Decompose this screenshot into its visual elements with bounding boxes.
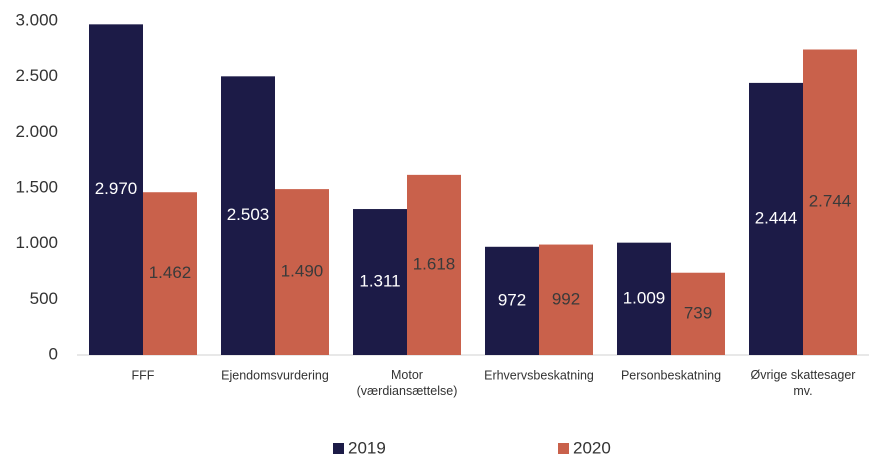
- data-label: 972: [498, 290, 526, 309]
- bar: [671, 272, 725, 355]
- bar: [221, 76, 275, 355]
- data-label: 992: [552, 289, 580, 308]
- data-label: 2.970: [95, 179, 138, 198]
- y-tick-label: 0: [49, 344, 58, 363]
- bar: [803, 49, 857, 355]
- y-tick-label: 2.500: [15, 66, 58, 85]
- bar: [407, 174, 461, 355]
- data-label: 2.444: [755, 208, 798, 227]
- data-label: 1.311: [359, 272, 400, 291]
- x-tick-label: Øvrige skattesager mv.: [751, 368, 856, 398]
- y-tick-label: 500: [30, 289, 58, 308]
- legend-label: 2019: [348, 438, 386, 456]
- bar: [143, 192, 197, 355]
- y-tick-label: 1.500: [15, 177, 58, 196]
- y-tick-label: 3.000: [15, 10, 58, 29]
- data-label: 2.744: [809, 192, 852, 211]
- data-label: 1.462: [149, 263, 192, 282]
- y-tick-label: 1.000: [15, 233, 58, 252]
- data-label: 739: [684, 303, 712, 322]
- y-tick-label: 2.000: [15, 122, 58, 141]
- legend-swatch: [333, 443, 344, 454]
- bar: [539, 244, 593, 355]
- bar: [749, 82, 803, 355]
- legend-label: 2020: [573, 438, 611, 456]
- bar: [89, 24, 143, 356]
- x-tick-label: Personbeskatning: [621, 368, 721, 382]
- data-label: 1.618: [413, 254, 456, 273]
- data-label: 1.009: [623, 288, 666, 307]
- x-tick-label: Ejendomsvurdering: [221, 368, 329, 382]
- x-tick-label: FFF: [132, 368, 155, 382]
- data-label: 2.503: [227, 205, 270, 224]
- x-tick-label: Erhvervsbeskatning: [484, 368, 594, 382]
- x-tick-label: Motor (værdiansættelse): [357, 368, 458, 398]
- bar: [617, 242, 671, 355]
- bar: [485, 246, 539, 355]
- bar: [275, 189, 329, 355]
- legend-swatch: [558, 443, 569, 454]
- data-label: 1.490: [281, 262, 324, 281]
- bar: [353, 209, 407, 355]
